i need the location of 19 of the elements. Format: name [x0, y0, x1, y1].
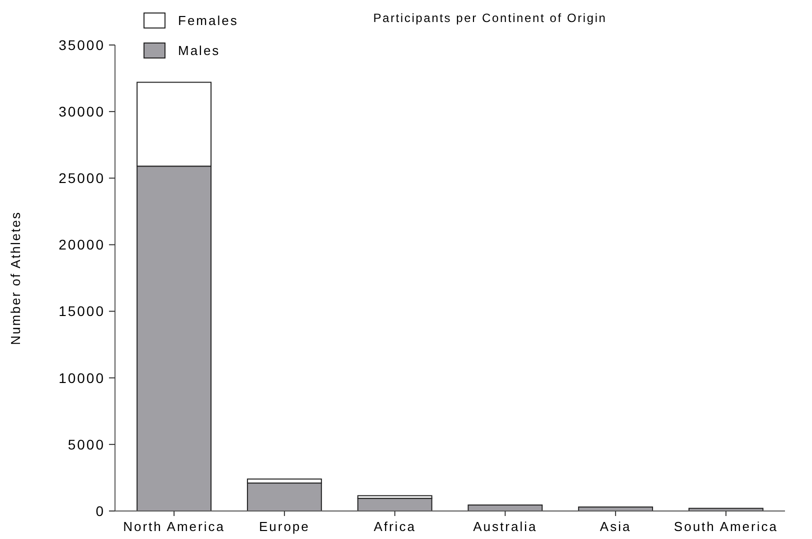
- x-tick-label: South America: [674, 519, 778, 534]
- x-tick-label: Australia: [473, 519, 538, 534]
- y-tick-label: 35000: [58, 36, 105, 53]
- y-axis-title: Number of Athletes: [8, 211, 23, 345]
- bar: [246, 482, 322, 512]
- y-tick-label: 30000: [58, 103, 105, 120]
- x-tick-label: Asia: [600, 519, 632, 534]
- legend-label: Females: [178, 13, 238, 28]
- y-tick-label: 15000: [58, 303, 105, 320]
- y-tick-label: 25000: [58, 170, 105, 186]
- legend-label: Males: [178, 43, 220, 58]
- y-tick-label: 20000: [58, 236, 105, 253]
- y-tick-label: 10000: [58, 370, 105, 386]
- x-tick-label: Africa: [374, 519, 416, 534]
- x-tick-label: Europe: [258, 519, 310, 534]
- y-tick-label: 5000: [68, 436, 105, 452]
- x-tick-label: North America: [123, 519, 225, 534]
- chart-title: Participants per Continent of Origin: [373, 11, 607, 25]
- y-tick-label: 0: [96, 502, 105, 519]
